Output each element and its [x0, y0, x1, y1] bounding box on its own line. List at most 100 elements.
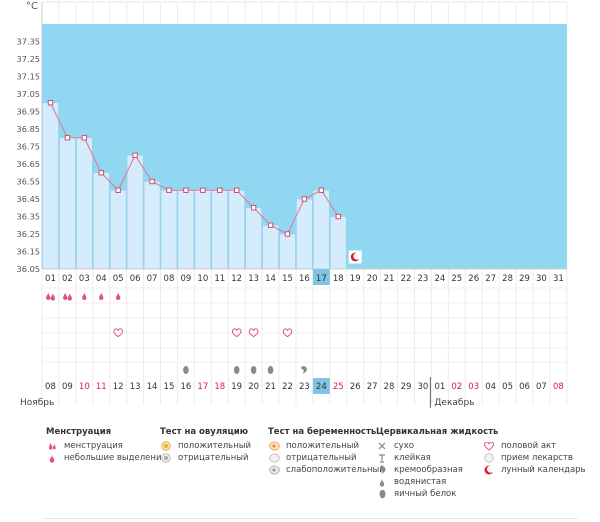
egg-white-icon	[250, 366, 257, 374]
y-tick-label: 36.75	[17, 142, 40, 152]
legend-label: отрицательный	[178, 453, 249, 463]
legend-title: Тест на беременность	[268, 427, 377, 437]
legend-item: слабоположительный	[268, 464, 385, 476]
temperature-bar	[59, 137, 76, 270]
drop-icon	[115, 292, 121, 300]
date-label: 29	[401, 382, 412, 392]
dry-icon	[376, 442, 388, 450]
temperature-bar	[194, 189, 212, 270]
temperature-point	[132, 152, 138, 158]
drop-icon	[82, 292, 87, 300]
day-label: 25	[451, 274, 462, 284]
temperature-point	[318, 187, 325, 193]
y-tick-label: 37.25	[17, 54, 40, 64]
legend-item: клейкая	[376, 452, 498, 464]
temperature-point	[250, 205, 257, 211]
pregnancy-positive-icon	[268, 441, 280, 451]
date-label: 11	[96, 382, 107, 392]
legend-title: Цервикальная жидкость	[376, 427, 499, 437]
day-label: 07	[147, 274, 158, 284]
day-label: 11	[214, 274, 225, 284]
date-label: 03	[468, 382, 479, 392]
ovulation-negative-icon	[160, 453, 172, 463]
date-label: 19	[231, 382, 242, 392]
temperature-point	[149, 178, 155, 185]
temperature-bar	[245, 207, 262, 270]
ovulation-positive-icon	[160, 441, 172, 451]
legend-item: сухо	[376, 440, 498, 452]
date-label: 06	[519, 382, 530, 392]
day-label: 02	[62, 274, 73, 284]
date-label: 21	[265, 382, 276, 392]
day-label: 12	[231, 274, 242, 284]
temperature-point	[115, 187, 121, 193]
temperature-point	[284, 231, 291, 237]
heart-icon	[483, 441, 495, 451]
legend-item: кремообразная	[376, 464, 498, 476]
temperature-bar	[313, 189, 330, 270]
creamy-icon	[376, 465, 388, 475]
legend-item: положительный	[160, 440, 251, 452]
temperature-bar	[228, 189, 245, 270]
axes: 37.35 37.25 37.15 37.05 36.95 36.85 36.75 36.65…	[17, 37, 567, 285]
creamy-icon	[301, 366, 307, 375]
drop-heavy-icon	[50, 292, 56, 301]
temperature-point	[98, 170, 104, 176]
legend-item: водянистая	[376, 476, 498, 488]
temperature-bar	[177, 189, 195, 270]
y-tick-label: 36.35	[17, 212, 40, 222]
egg-white-icon	[376, 489, 388, 499]
day-label: 27	[485, 274, 496, 284]
bottom-divider	[42, 518, 578, 519]
legend-pregnancy: Тест на беременность положительный отриц…	[268, 427, 385, 476]
temperature-bar	[279, 233, 296, 270]
day-label: 20	[367, 274, 378, 284]
temperature-point	[200, 187, 206, 193]
day-label: 30	[536, 274, 547, 284]
day-label: 22	[401, 274, 412, 284]
date-label: 23	[299, 382, 310, 392]
date-label: 12	[113, 382, 124, 392]
date-label: 04	[485, 382, 496, 392]
legend-item: отрицательный	[268, 452, 385, 464]
temperature-bar	[160, 189, 178, 270]
date-label: 17	[197, 382, 208, 392]
legend-label: кремообразная	[394, 465, 463, 475]
legend-other: половой акт прием лекарств лунный календ…	[483, 440, 586, 476]
date-label: 28	[384, 382, 395, 392]
legend-cervical: Цервикальная жидкость сухо клейкая кремо…	[376, 427, 498, 500]
legend-label: слабоположительный	[286, 465, 385, 475]
drop-icon	[46, 454, 58, 463]
legend-item: менструация	[46, 440, 167, 452]
y-tick-label: 37.35	[17, 37, 40, 47]
day-label: 19	[350, 274, 361, 284]
drop-heavy-icon	[62, 292, 68, 300]
pregnancy-negative-icon	[268, 453, 280, 463]
month-label-left: Ноябрь	[20, 398, 54, 408]
date-label: 07	[536, 382, 547, 392]
y-tick-label: 37.05	[17, 89, 40, 99]
legend-label: менструация	[64, 441, 123, 451]
egg-white-icon	[267, 366, 274, 374]
day-label: 23	[418, 274, 429, 284]
drop-heavy-icon	[46, 441, 58, 451]
date-label: 15	[164, 382, 175, 392]
temperature-bars	[42, 102, 347, 270]
day-label: 15	[282, 274, 293, 284]
y-tick-label: 36.85	[17, 124, 40, 134]
temperature-bar	[109, 189, 127, 270]
date-label: 10	[79, 382, 90, 392]
legend-label: небольшие выделения	[64, 453, 167, 463]
date-label: 02	[451, 382, 462, 392]
legend-item: прием лекарств	[483, 452, 586, 464]
y-tick-label: 36.25	[17, 229, 40, 239]
temperature-point	[81, 135, 88, 141]
unit-label: °C	[26, 1, 38, 12]
date-label: 30	[418, 382, 429, 392]
legend-ovulation: Тест на овуляцию положительный отрицател…	[160, 427, 251, 464]
day-label: 16	[299, 274, 310, 284]
heart-icon	[248, 328, 259, 338]
y-tick-label: 36.05	[17, 264, 40, 274]
day-label: 31	[553, 274, 564, 284]
date-label: 25	[333, 382, 344, 392]
